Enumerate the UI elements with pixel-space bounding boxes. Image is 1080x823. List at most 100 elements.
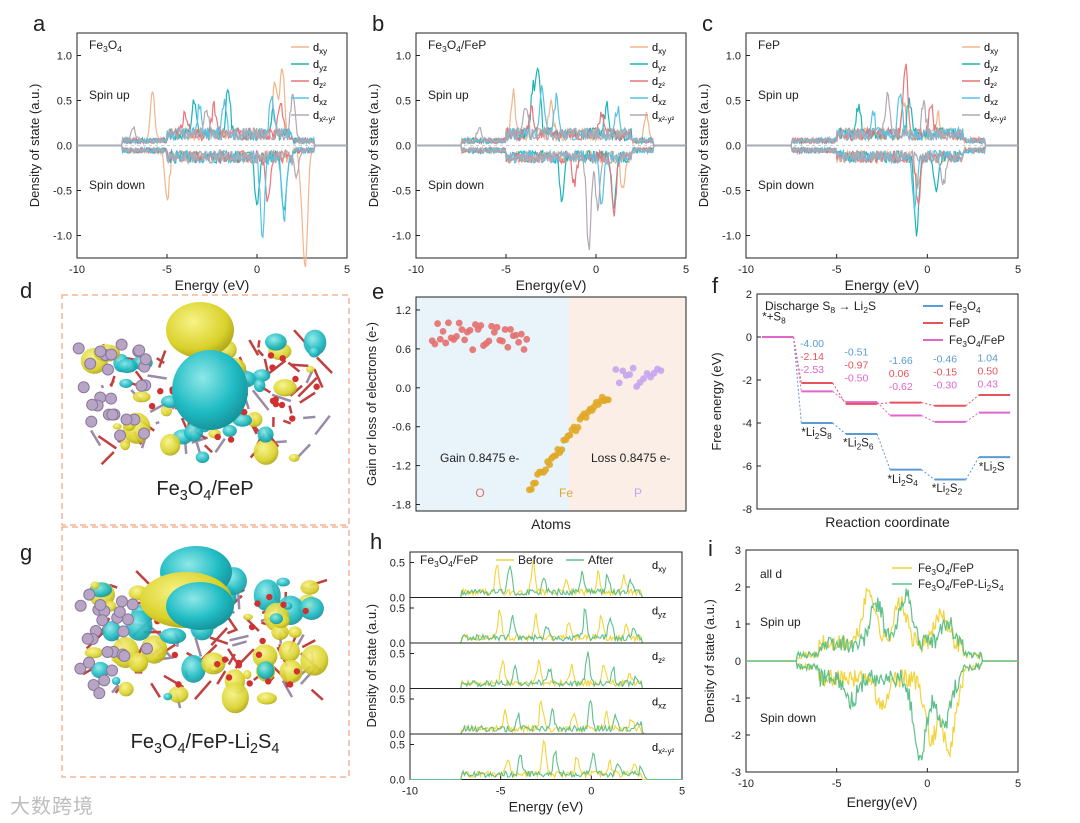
x-tick-label: 5 [1015,264,1021,276]
legend-label: Fe3O4 [949,301,981,315]
y-tick-label: -2 [742,375,752,387]
isosurface-blob [91,661,110,679]
panel-letter: h [370,529,382,554]
isosurface-blob [299,597,324,620]
bond [209,636,229,645]
bond [227,648,238,663]
label-text-part: g [20,540,32,565]
step-label: *Li2S [979,461,1005,475]
scatter-point-O [442,339,450,347]
scatter-point-O [488,322,495,330]
series-line-dx2-y2 [416,144,686,251]
x-tick-label: -10 [408,264,424,276]
legend-label-dz2: dz² [313,76,326,90]
isosurface-blob [181,655,206,683]
y-axis-label: Density of state (a.u.) [696,84,711,208]
label-text-part: /FeP [453,553,478,567]
label-text-part: 2 [857,443,862,452]
y-tick-label: -0.5 [392,186,411,198]
scatter-point-O [453,332,460,340]
scatter-point-O [507,325,514,333]
isosurface-blob [119,378,133,388]
scatter-point-O [439,327,447,335]
spin-up-label: Spin up [428,88,469,102]
legend-label-before: Before [518,553,554,567]
step-label: *Li2S2 [932,483,963,497]
label-text-part: Fe [918,563,931,575]
isosurface-blob [271,624,289,641]
dos-panel-b: -10 -5 0 5 -1.0 -0.5 0.0 0.5 1.0 b Fe3O4/FeP Spin u… [366,11,689,293]
panel-letter: b [372,11,384,36]
legend-subscript: x²-y² [658,115,674,124]
label-text-part: *+S [762,311,781,323]
label-text-part: *Li [801,427,814,439]
connector-FeP [965,394,980,407]
label-text-part: 4 [976,306,981,315]
y-tick-label: 0.0 [396,383,411,395]
label-text-part: O [475,486,484,500]
x-tick-label: -5 [162,264,172,276]
y-tick-label: -1.0 [722,231,741,243]
atom-p [105,392,118,405]
label-text-part: P [634,486,642,500]
atom-o [214,660,221,668]
orbital-subscript: xz [658,702,666,711]
isosurface-blob [253,438,279,465]
isosurface-blob [257,426,274,443]
bond [100,384,105,389]
isosurface-blob [90,581,100,590]
orbital-subscript: x²-y² [658,747,674,756]
isosurface-blob [288,626,302,638]
group-label-fe: Fe [559,486,573,500]
x-axis-label: Energy(eV) [847,794,918,810]
connector-FeP [877,402,891,405]
series-line-after [410,608,682,644]
atom-o [279,355,286,362]
x-axis-label: Energy (eV) [175,277,250,293]
structure-box [61,526,350,778]
bond [97,435,118,450]
step-label: *Li2S8 [801,427,832,441]
isosurface-blob [269,613,284,625]
atom-o [280,601,287,608]
bond [265,359,287,376]
series-line-dx2-y2 [746,91,1018,147]
isosurface-blob [221,682,249,714]
scatter-point-P [615,379,623,387]
isosurface-blob [160,405,172,417]
scatter-point-Fe [566,431,574,439]
atom-o [293,668,301,675]
orbital-subscript: z² [658,656,665,665]
scatter-point-O [455,319,463,327]
label-text-part: Fe [156,478,179,500]
group-label-o: O [475,486,484,500]
atom-p [117,625,130,638]
x-tick-label: -10 [738,264,754,276]
y-tick-label: 1.0 [726,51,741,63]
y-tick-label: -3 [731,767,741,779]
isosurface-blob [222,424,237,437]
delta-label-Fe3O4/FeP: -0.62 [889,381,913,393]
atom-o [272,400,280,408]
label-text-part: O [188,478,204,500]
panel-letter: d [20,278,32,303]
bond [194,680,212,701]
panel-letter: g [20,540,32,565]
label-text-part: 3 [434,559,439,569]
atom-o [235,661,243,669]
series-line-1 [746,660,1018,761]
delta-label-FeP: 0.06 [889,368,910,380]
delta-label-Fe3O4: -0.51 [844,346,868,358]
bond [237,594,241,610]
delta-label-FeP: 0.50 [978,365,999,377]
scatter-point-O [461,336,468,344]
isosurface-blob [102,620,122,642]
bond [313,368,324,388]
panel-letter: i [708,536,713,561]
connector-FeP [921,402,935,407]
scatter-point-Fe [528,485,535,493]
label-text-part: 8 [827,432,832,441]
y-tick-label: 2 [735,582,741,594]
atom-o [292,375,299,383]
atom-p [114,429,127,442]
